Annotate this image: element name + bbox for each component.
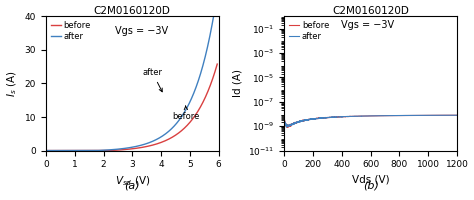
before: [157, 142, 163, 144]
after: [454, 114, 460, 116]
before: [87, 149, 93, 152]
before: [454, 114, 460, 116]
after: [120, 147, 126, 150]
after: [454, 114, 460, 116]
after: [282, 119, 287, 121]
Y-axis label: Id (A): Id (A): [233, 69, 243, 97]
before: [73, 149, 79, 152]
Line: before: before: [46, 64, 217, 151]
after: [144, 142, 150, 145]
after: [449, 114, 455, 116]
before: [361, 115, 367, 117]
before: [365, 115, 371, 117]
X-axis label: Vds (V): Vds (V): [352, 175, 390, 185]
Legend: before, after: before, after: [289, 20, 330, 41]
before: [449, 114, 455, 116]
Title: C2M0160120D: C2M0160120D: [94, 6, 171, 16]
Text: before: before: [173, 106, 200, 121]
Text: Vgs = −3V: Vgs = −3V: [341, 20, 394, 30]
after: [449, 114, 455, 116]
Line: before: before: [284, 115, 457, 127]
after: [211, 15, 217, 18]
before: [144, 145, 150, 148]
before: [284, 126, 290, 128]
X-axis label: $V_{sd}$ (V): $V_{sd}$ (V): [115, 175, 150, 188]
Text: Vgs = −3V: Vgs = −3V: [115, 26, 168, 36]
before: [454, 114, 459, 116]
after: [418, 114, 423, 117]
after: [157, 136, 163, 139]
after: [87, 149, 93, 152]
before: [43, 149, 49, 152]
after: [291, 122, 296, 125]
after: [365, 115, 371, 117]
after: [43, 149, 49, 152]
after: [214, 15, 220, 18]
Title: C2M0160120D: C2M0160120D: [332, 6, 409, 16]
before: [418, 114, 423, 117]
before: [120, 148, 126, 151]
Y-axis label: $I_s$ (A): $I_s$ (A): [6, 70, 19, 97]
before: [449, 114, 455, 116]
Line: after: after: [284, 115, 457, 127]
before: [282, 118, 287, 121]
Legend: before, after: before, after: [50, 20, 91, 41]
after: [361, 115, 367, 117]
Text: (b): (b): [363, 180, 379, 190]
Line: after: after: [46, 16, 217, 151]
after: [172, 124, 178, 126]
before: [172, 134, 178, 137]
before: [291, 123, 296, 125]
before: [214, 63, 220, 65]
Text: (a): (a): [125, 180, 140, 190]
after: [73, 149, 79, 152]
Text: after: after: [142, 68, 163, 92]
after: [283, 126, 289, 128]
